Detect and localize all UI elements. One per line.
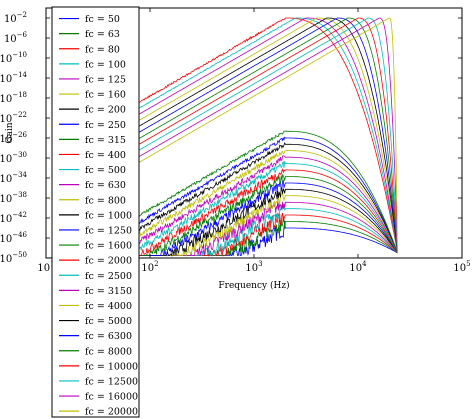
series-line — [134, 17, 398, 254]
legend-label: fc = 1000 — [85, 210, 132, 221]
legend-label: fc = 4000 — [85, 301, 132, 312]
legend-label: fc = 100 — [85, 59, 126, 70]
series-line — [134, 136, 398, 254]
y-tick-label: 10−30 — [0, 151, 27, 165]
series-line — [134, 17, 398, 254]
legend-label: fc = 400 — [85, 150, 126, 161]
series-line — [134, 17, 398, 254]
series-line — [134, 173, 398, 256]
y-tick-label: 10−46 — [0, 231, 28, 245]
legend-label: fc = 630 — [85, 180, 126, 191]
series-line — [134, 192, 398, 258]
legend-label: fc = 3150 — [85, 286, 132, 297]
series-line — [134, 17, 398, 254]
legend-label: fc = 500 — [85, 165, 126, 176]
legend-label: fc = 80 — [85, 44, 120, 55]
series-line — [134, 155, 398, 254]
legend-label: fc = 2500 — [85, 271, 132, 282]
y-tick-label: 10−42 — [0, 211, 27, 225]
x-tick-label: 102 — [141, 260, 158, 274]
series-line — [134, 17, 398, 254]
legend-label: fc = 1250 — [85, 225, 132, 236]
legend-label: fc = 125 — [85, 74, 126, 85]
x-axis-label: Frequency (Hz) — [218, 280, 289, 291]
x-tick-label: 104 — [349, 260, 367, 274]
y-tick-label: 10−38 — [0, 191, 27, 205]
legend-label: fc = 2000 — [85, 256, 132, 267]
series-line — [134, 17, 398, 254]
y-tick-label: 10−50 — [0, 251, 27, 265]
legend-label: fc = 5000 — [85, 316, 132, 327]
legend-label: fc = 200 — [85, 105, 126, 116]
series-line — [134, 160, 398, 254]
legend: fc = 50 fc = 63 fc = 80 fc = 100 fc = 125 fc … — [51, 6, 140, 418]
y-tick-label: 10−34 — [0, 171, 28, 185]
series-line — [134, 17, 398, 254]
y-tick-label: 10−6 — [4, 31, 28, 45]
legend-label: fc = 160 — [85, 90, 126, 101]
legend-label: fc = 6300 — [85, 331, 132, 342]
legend-label: fc = 315 — [85, 135, 126, 146]
series-line — [134, 17, 398, 254]
y-tick-label: 10−10 — [0, 51, 27, 65]
legend-label: fc = 1600 — [85, 241, 132, 252]
y-tick-label: 10−26 — [0, 131, 28, 145]
axis-ticks: 10110210310410510−210−610−1010−1410−1810… — [0, 8, 471, 274]
legend-label: fc = 800 — [85, 195, 126, 206]
y-tick-label: 10−22 — [0, 111, 27, 125]
series-line — [134, 17, 398, 254]
y-tick-label: 10−2 — [4, 11, 27, 25]
y-axis-label: Gain — [5, 122, 15, 143]
legend-label: fc = 12500 — [85, 376, 138, 387]
x-tick-label: 103 — [245, 260, 262, 274]
series-line — [134, 150, 398, 254]
series-line — [134, 17, 398, 254]
legend-label: fc = 16000 — [85, 392, 138, 403]
series-line — [134, 141, 398, 254]
series-line — [134, 130, 398, 254]
series-curves — [134, 17, 398, 258]
legend-label: fc = 20000 — [85, 407, 138, 418]
legend-label: fc = 63 — [85, 29, 120, 40]
legend-label: fc = 10000 — [85, 361, 138, 372]
y-tick-label: 10−18 — [0, 91, 27, 105]
legend-label: fc = 8000 — [85, 346, 132, 357]
legend-label: fc = 50 — [85, 14, 120, 25]
y-tick-label: 10−14 — [0, 71, 28, 85]
legend-box — [51, 6, 140, 418]
legend-label: fc = 250 — [85, 120, 126, 131]
x-tick-label: 105 — [453, 260, 470, 274]
